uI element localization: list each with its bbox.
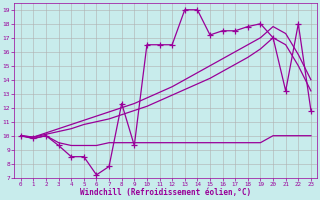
X-axis label: Windchill (Refroidissement éolien,°C): Windchill (Refroidissement éolien,°C) xyxy=(80,188,252,197)
